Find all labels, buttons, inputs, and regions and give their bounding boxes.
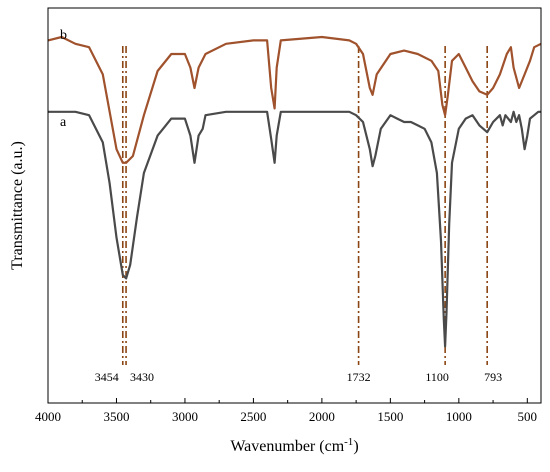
x-tick-label-1500: 1500 bbox=[377, 409, 403, 424]
plot-frame bbox=[47, 7, 542, 404]
series-label-b: b bbox=[60, 28, 67, 43]
annotation-3454: 3454 bbox=[95, 370, 119, 384]
annotation-3430: 3430 bbox=[130, 370, 154, 384]
series-line-a bbox=[48, 110, 541, 348]
annotation-793: 793 bbox=[484, 370, 502, 384]
x-tick-label-3000: 3000 bbox=[172, 409, 198, 424]
x-tick-label-2000: 2000 bbox=[309, 409, 335, 424]
x-tick-label-4000: 4000 bbox=[35, 409, 61, 424]
annotation-1732: 1732 bbox=[347, 370, 371, 384]
series-line-b bbox=[47, 35, 542, 164]
x-tick-label-1000: 1000 bbox=[446, 409, 472, 424]
y-axis-title: Transmittance (a.u.) bbox=[9, 141, 26, 270]
x-axis-title: Wavenumber (cm-1) bbox=[230, 436, 358, 455]
x-tick-label-3500: 3500 bbox=[103, 409, 129, 424]
series-label-a: a bbox=[60, 115, 67, 130]
x-tick-label-2500: 2500 bbox=[240, 409, 266, 424]
annotation-1100: 1100 bbox=[425, 370, 449, 384]
x-tick-label-500: 500 bbox=[518, 409, 538, 424]
